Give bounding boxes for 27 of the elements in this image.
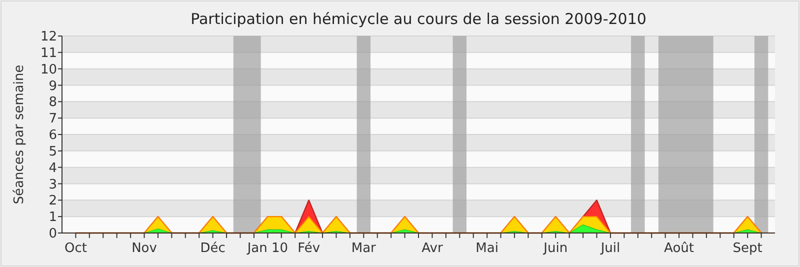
x-tick-label: Oct <box>64 241 87 256</box>
y-tick-label: 3 <box>48 177 57 192</box>
y-tick-label: 8 <box>48 95 57 110</box>
x-tick-label: Nov <box>132 241 158 256</box>
y-tick-label: 1 <box>48 210 57 226</box>
x-tick-label: Avr <box>422 241 444 256</box>
x-tick-label: Sept <box>732 241 762 256</box>
x-tick-label: Mar <box>351 241 377 256</box>
y-tick-label: 7 <box>48 112 57 127</box>
y-tick-label: 4 <box>48 160 57 176</box>
y-tick-label: 12 <box>40 30 57 45</box>
y-tick-label: 2 <box>48 194 57 209</box>
x-tick-label: Déc <box>200 241 226 256</box>
y-tick-label: 0 <box>48 226 57 242</box>
y-tick-label: 5 <box>48 144 57 160</box>
x-tick-label: Jan 10 <box>246 241 288 256</box>
chart-title: Participation en hémicycle au cours de la session 2009-2010 <box>190 10 646 28</box>
x-tick-label: Juil <box>600 241 620 256</box>
y-tick-label: 9 <box>48 78 57 94</box>
x-tick-label: Juin <box>542 241 568 256</box>
y-tick-label: 10 <box>40 62 57 78</box>
y-tick-label: 11 <box>40 46 57 61</box>
x-tick-label: Mai <box>476 241 498 256</box>
x-tick-label: Fév <box>298 241 320 256</box>
x-tick-label: Août <box>664 241 694 256</box>
y-axis-title: Séances par semaine <box>12 64 27 204</box>
y-tick-label: 6 <box>48 128 57 144</box>
